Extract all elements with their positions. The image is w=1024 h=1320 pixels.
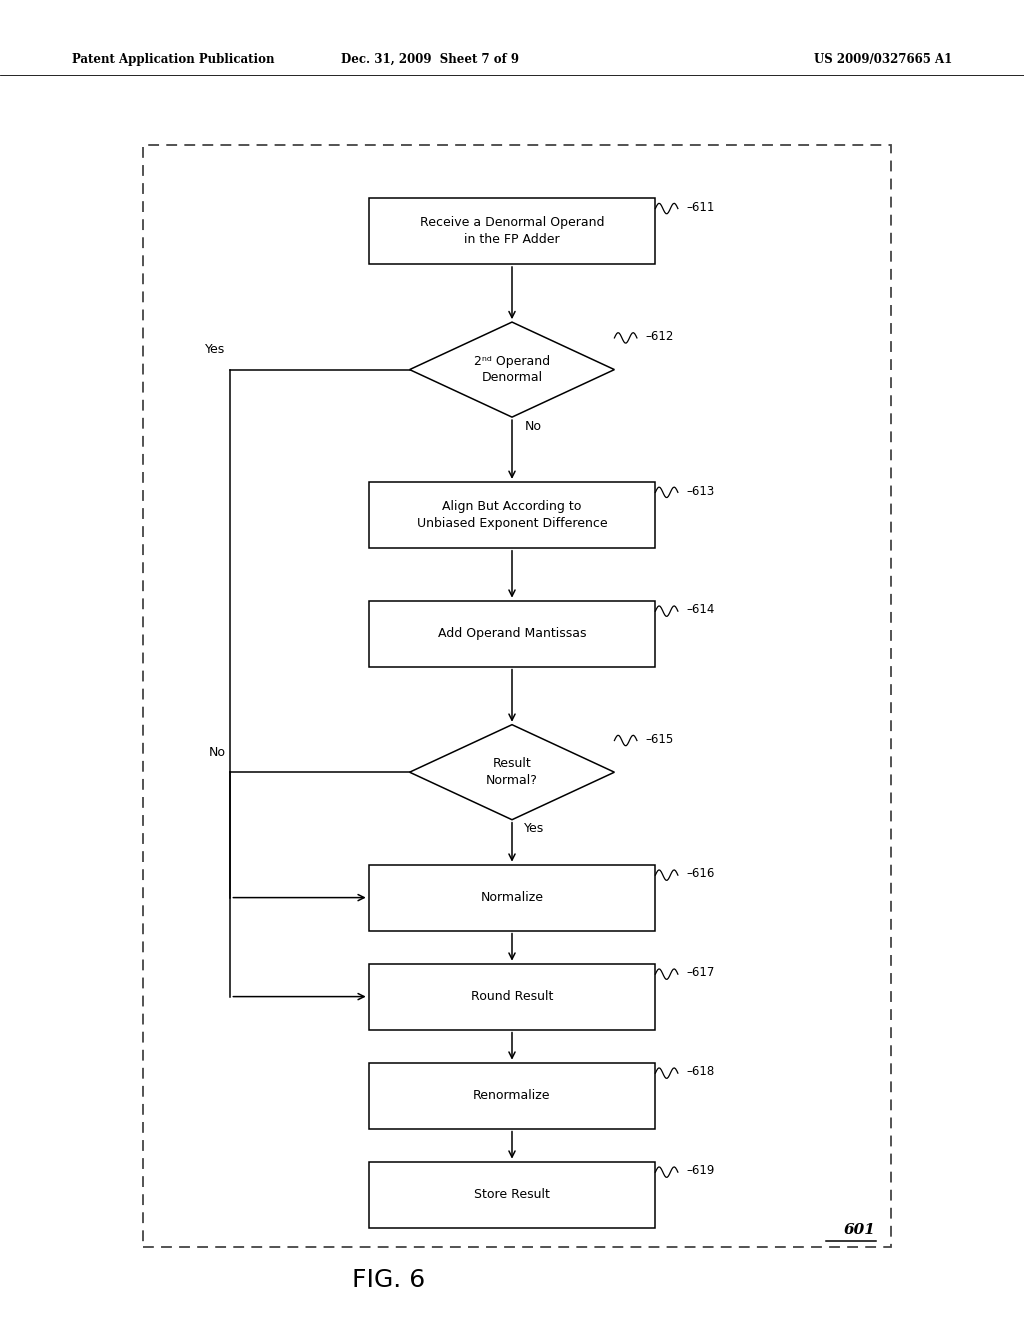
Text: US 2009/0327665 A1: US 2009/0327665 A1 (814, 53, 952, 66)
Text: Result
Normal?: Result Normal? (486, 758, 538, 787)
Text: –613: –613 (686, 484, 715, 498)
Text: No: No (208, 746, 225, 759)
Text: Align But According to
Unbiased Exponent Difference: Align But According to Unbiased Exponent… (417, 500, 607, 529)
Bar (369, 198, 655, 264)
Bar (369, 482, 655, 548)
Bar (369, 1063, 655, 1129)
Text: –617: –617 (686, 966, 715, 979)
Text: FIG. 6: FIG. 6 (352, 1269, 426, 1292)
Bar (369, 601, 655, 667)
Text: –614: –614 (686, 603, 715, 616)
Text: Normalize: Normalize (480, 891, 544, 904)
Text: –618: –618 (686, 1065, 715, 1078)
Text: No: No (524, 420, 542, 433)
Polygon shape (410, 322, 614, 417)
Bar (369, 1162, 655, 1228)
Text: –612: –612 (645, 330, 674, 343)
Text: Patent Application Publication: Patent Application Publication (72, 53, 274, 66)
Text: Round Result: Round Result (471, 990, 553, 1003)
Text: Add Operand Mantissas: Add Operand Mantissas (437, 627, 587, 640)
Text: –619: –619 (686, 1164, 715, 1177)
Text: Yes: Yes (205, 343, 225, 356)
Text: Store Result: Store Result (474, 1188, 550, 1201)
Polygon shape (410, 725, 614, 820)
Bar (369, 865, 655, 931)
Text: –611: –611 (686, 201, 715, 214)
Bar (143, 145, 891, 1247)
Text: 601: 601 (844, 1222, 876, 1237)
Text: 2ⁿᵈ Operand
Denormal: 2ⁿᵈ Operand Denormal (474, 355, 550, 384)
Text: Yes: Yes (524, 822, 545, 836)
Text: Receive a Denormal Operand
in the FP Adder: Receive a Denormal Operand in the FP Add… (420, 216, 604, 246)
Text: Renormalize: Renormalize (473, 1089, 551, 1102)
Text: Dec. 31, 2009  Sheet 7 of 9: Dec. 31, 2009 Sheet 7 of 9 (341, 53, 519, 66)
Bar (369, 964, 655, 1030)
Text: –616: –616 (686, 867, 715, 880)
Text: –615: –615 (645, 733, 674, 746)
